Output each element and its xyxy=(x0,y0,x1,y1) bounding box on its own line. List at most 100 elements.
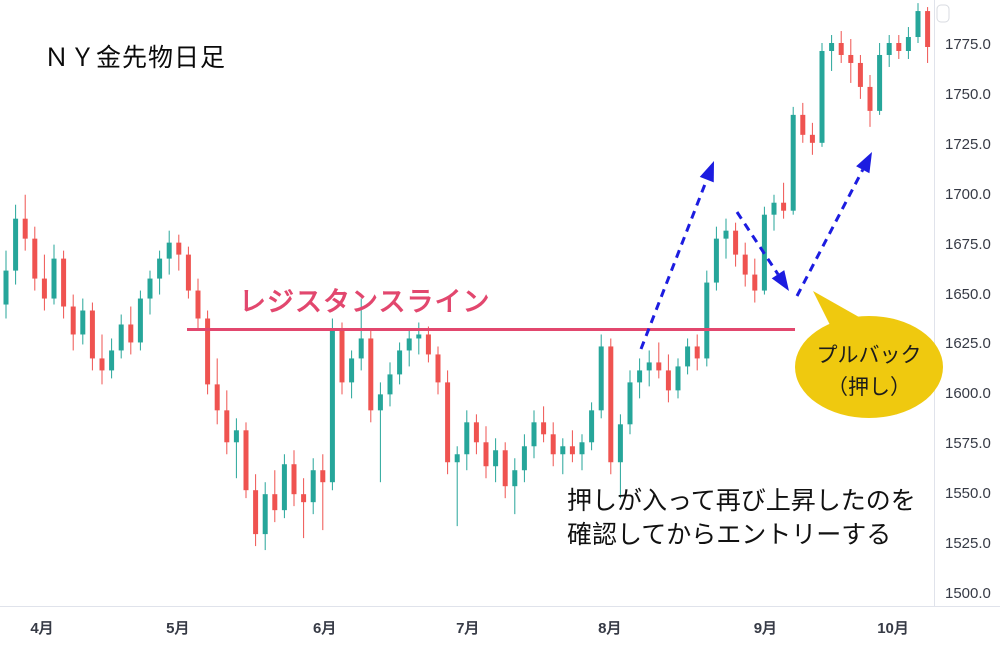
candle-body xyxy=(752,274,758,291)
entry-note-line2: 確認してからエントリーする xyxy=(567,521,892,549)
candle-body xyxy=(368,338,374,411)
candle-body xyxy=(339,330,345,383)
candle-body xyxy=(358,338,364,359)
trend-arrow-shaft-3 xyxy=(795,169,865,297)
candle-body xyxy=(128,324,134,343)
candle-body xyxy=(905,37,911,51)
candle-body xyxy=(838,43,844,55)
candle-body xyxy=(617,424,623,463)
candle-body xyxy=(809,134,815,143)
candle-body xyxy=(915,11,921,38)
x-axis-month-label: 4月 xyxy=(30,620,54,637)
y-axis-tick-label: 1525.0 xyxy=(945,535,991,553)
candle-body xyxy=(214,384,220,411)
candle-body xyxy=(377,394,383,411)
y-axis-tick-label: 1650.0 xyxy=(945,285,991,303)
candle-body xyxy=(291,464,297,495)
candle-body xyxy=(819,50,825,143)
candle-body xyxy=(70,306,76,335)
pullback-bubble-text: プルバック （押し） xyxy=(795,340,943,404)
candle-body xyxy=(397,350,403,375)
axis-corner-tab xyxy=(936,4,950,23)
candle-body xyxy=(646,362,652,371)
candle-body xyxy=(829,43,835,51)
candle-body xyxy=(406,338,412,351)
candle-body xyxy=(675,366,681,391)
candle-body xyxy=(742,254,748,275)
x-axis-month-label: 7月 xyxy=(456,620,480,637)
candle-body xyxy=(301,494,307,503)
candle-body xyxy=(22,218,28,239)
candle-body xyxy=(147,278,153,299)
candle-body xyxy=(253,490,259,535)
candle-body xyxy=(281,464,287,511)
entry-note: 押しが入って再び上昇したのを 確認してからエントリーする xyxy=(567,484,916,552)
candle-body xyxy=(493,450,499,467)
candle-body xyxy=(445,382,451,463)
candle-body xyxy=(195,290,201,319)
trend-arrow-shaft-1 xyxy=(639,179,709,350)
candle-body xyxy=(3,270,9,305)
candle-body xyxy=(320,470,326,483)
candle-body xyxy=(589,410,595,443)
candle-body xyxy=(387,374,393,395)
candle-body xyxy=(665,370,671,391)
candle-body xyxy=(771,202,777,215)
candle-body xyxy=(483,442,489,467)
candle-body xyxy=(109,350,115,371)
y-axis-tick-label: 1600.0 xyxy=(945,385,991,403)
candle-body xyxy=(61,258,67,307)
candle-body xyxy=(627,382,633,425)
candle-body xyxy=(656,362,662,371)
y-axis-tick-label: 1625.0 xyxy=(945,335,991,353)
candle-body xyxy=(704,282,710,359)
trend-arrow-shaft-2 xyxy=(735,211,780,276)
x-axis-month-label: 6月 xyxy=(313,620,337,637)
candle-body xyxy=(521,446,527,471)
candle-body xyxy=(896,43,902,51)
candle-body xyxy=(550,434,556,455)
candle-body xyxy=(733,230,739,255)
entry-note-line1: 押しが入って再び上昇したのを xyxy=(567,487,916,515)
candle-body xyxy=(473,422,479,443)
y-axis-tick-label: 1500.0 xyxy=(945,585,991,602)
pullback-bubble xyxy=(795,316,943,418)
candle-body xyxy=(886,43,892,55)
pullback-bubble-line2: （押し） xyxy=(827,376,911,399)
y-axis-tick-label: 1700.0 xyxy=(945,185,991,203)
candle-body xyxy=(157,258,163,279)
candle-body xyxy=(118,324,124,351)
candle-body xyxy=(243,430,249,491)
candle-body xyxy=(800,114,806,135)
candle-body xyxy=(205,318,211,385)
candle-body xyxy=(51,258,57,299)
x-axis-month-label: 10月 xyxy=(877,620,909,637)
candle-body xyxy=(32,238,38,279)
candle-body xyxy=(637,370,643,383)
candle-body xyxy=(598,346,604,411)
candle-body xyxy=(13,218,19,271)
candle-body xyxy=(272,494,278,511)
candle-body xyxy=(233,430,239,443)
candle-body xyxy=(848,54,854,63)
candle-body xyxy=(310,470,316,503)
candle-body xyxy=(435,354,441,383)
candle-body xyxy=(685,346,691,367)
candle-body xyxy=(329,330,335,483)
candle-body xyxy=(262,494,268,535)
candle-body xyxy=(224,410,230,443)
candle-body xyxy=(166,242,172,259)
x-axis-month-label: 8月 xyxy=(598,620,622,637)
y-axis-tick-label: 1550.0 xyxy=(945,485,991,503)
pullback-bubble-line1: プルバック xyxy=(816,344,922,367)
candle-body xyxy=(454,454,460,463)
candle-body xyxy=(781,202,787,211)
y-axis-tick-label: 1750.0 xyxy=(945,85,991,103)
candle-body xyxy=(877,54,883,111)
candle-body xyxy=(425,334,431,355)
candle-body xyxy=(723,230,729,239)
candle-body xyxy=(416,334,422,339)
candle-body xyxy=(857,62,863,87)
candle-body xyxy=(569,446,575,455)
